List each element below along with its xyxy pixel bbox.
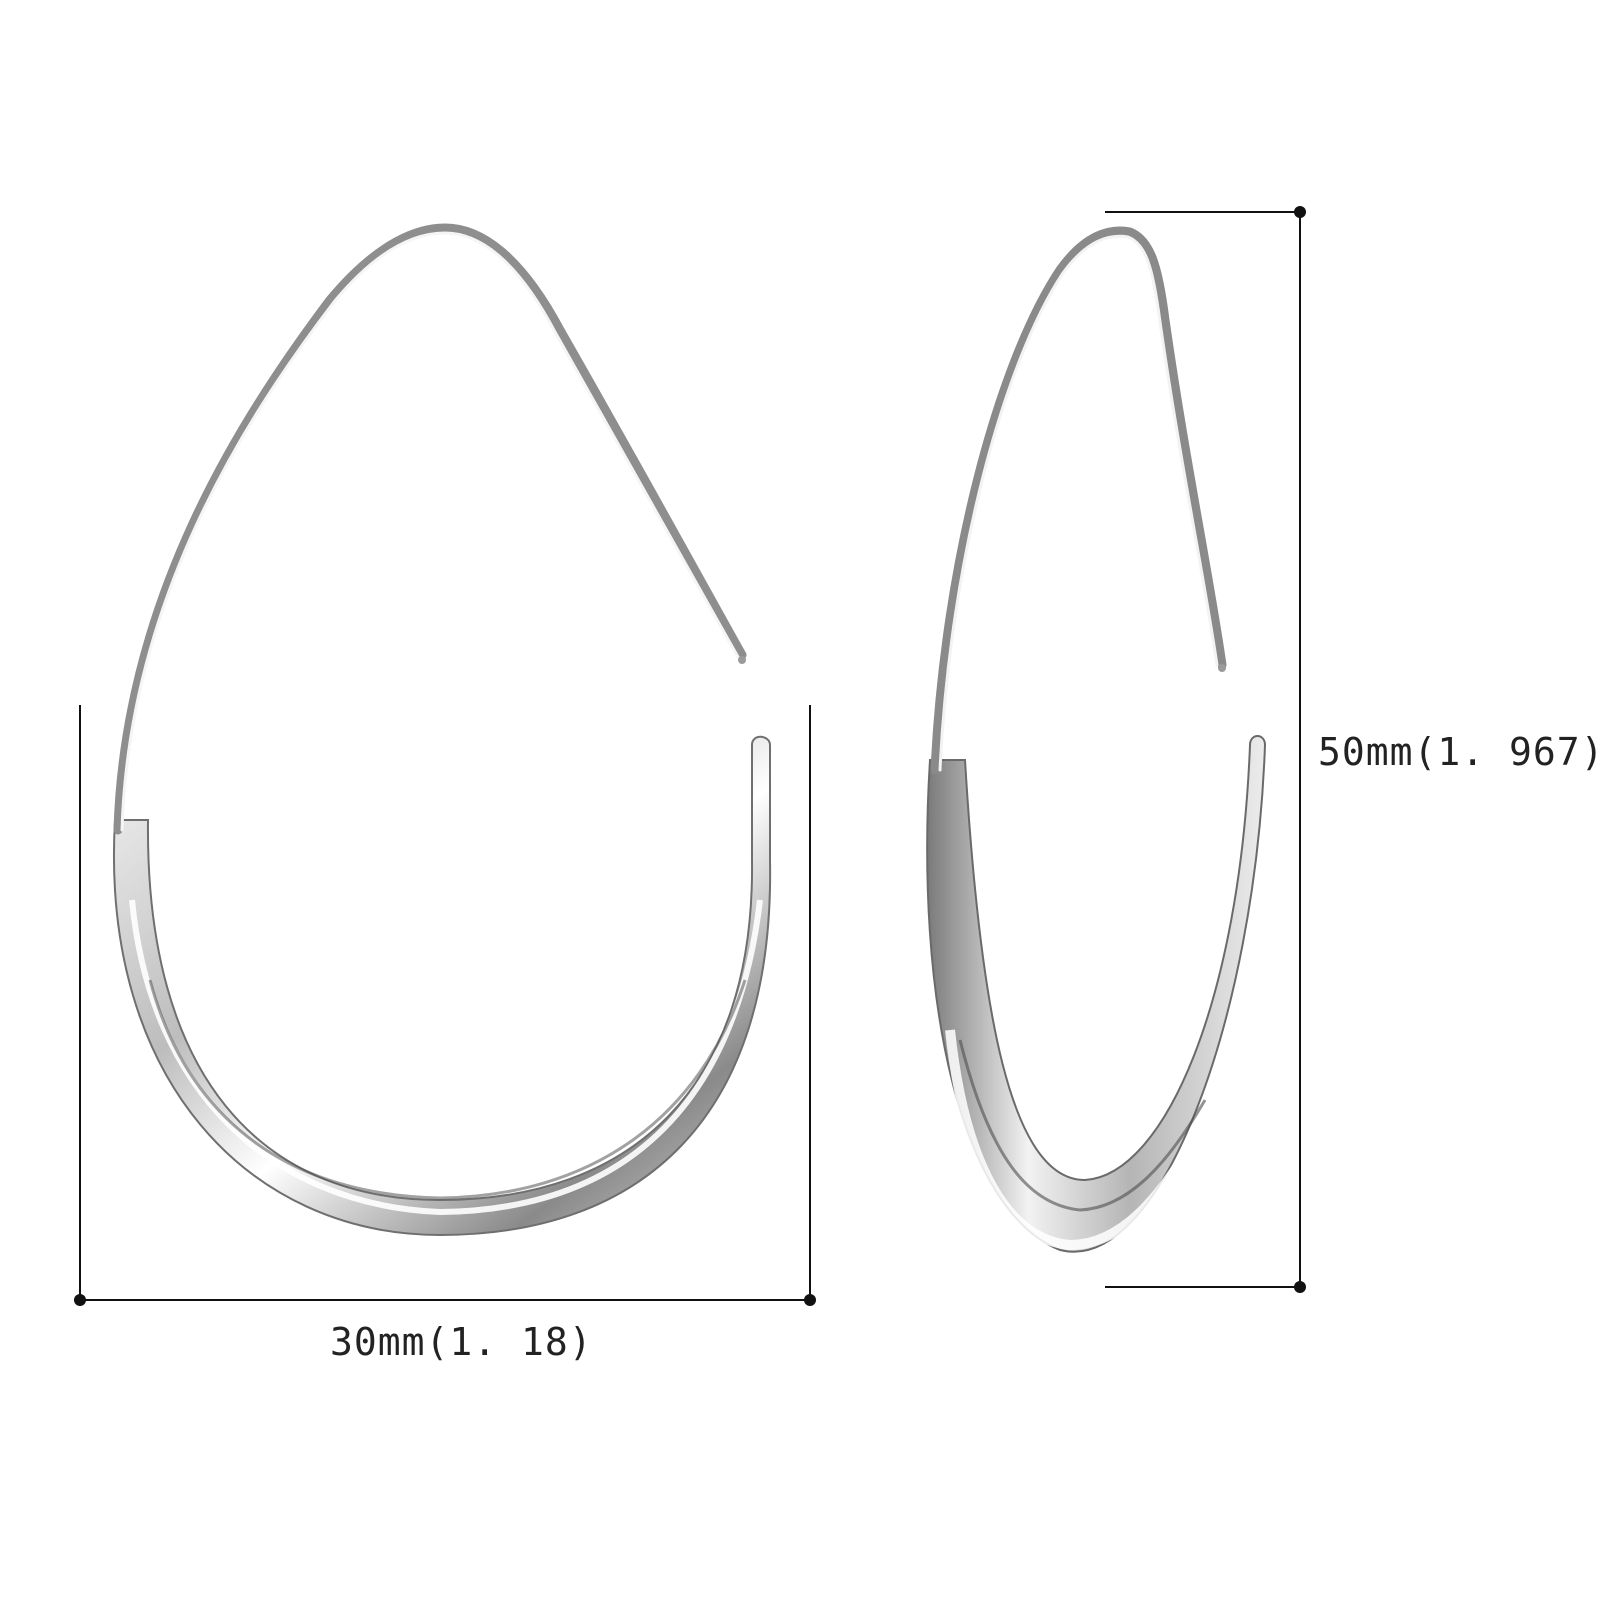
width-label: 30mm(1. 18) <box>330 1320 593 1364</box>
front-earring <box>112 223 772 1237</box>
width-endpoint-left <box>74 1294 86 1306</box>
width-endpoint-right <box>804 1294 816 1306</box>
side-earring-body <box>926 735 1267 1253</box>
height-dimension <box>1105 206 1306 1293</box>
front-earring-body <box>112 735 772 1237</box>
height-label: 50mm(1. 967) <box>1318 730 1600 774</box>
side-earring-wire <box>930 226 1227 775</box>
height-endpoint-bottom <box>1294 1281 1306 1293</box>
width-dimension <box>74 705 816 1306</box>
side-earring <box>926 226 1267 1253</box>
front-earring-wire <box>113 223 747 835</box>
height-endpoint-top <box>1294 206 1306 218</box>
